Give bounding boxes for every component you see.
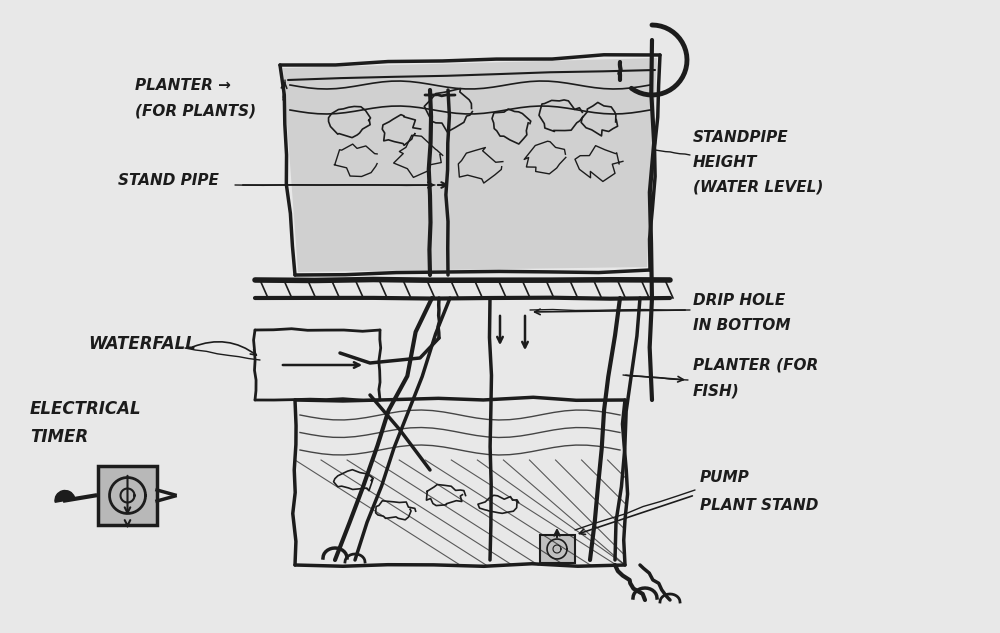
Text: STANDPIPE: STANDPIPE xyxy=(693,130,789,145)
Text: FISH): FISH) xyxy=(693,383,740,398)
Bar xyxy=(540,535,575,563)
Text: HEIGHT: HEIGHT xyxy=(693,155,757,170)
Text: (FOR PLANTS): (FOR PLANTS) xyxy=(135,103,256,118)
Text: DRIP HOLE: DRIP HOLE xyxy=(693,293,785,308)
Text: PLANTER →: PLANTER → xyxy=(135,78,231,93)
Text: PLANT STAND: PLANT STAND xyxy=(700,498,818,513)
Text: (WATER LEVEL): (WATER LEVEL) xyxy=(693,180,823,195)
FancyBboxPatch shape xyxy=(98,466,157,525)
Polygon shape xyxy=(283,58,657,272)
Text: TIMER: TIMER xyxy=(30,428,88,446)
Wedge shape xyxy=(55,491,74,502)
Text: PLANTER (FOR: PLANTER (FOR xyxy=(693,358,818,373)
Text: PUMP: PUMP xyxy=(700,470,750,485)
Text: ELECTRICAL: ELECTRICAL xyxy=(30,400,142,418)
Text: IN BOTTOM: IN BOTTOM xyxy=(693,318,790,333)
Text: STAND PIPE: STAND PIPE xyxy=(118,173,219,188)
Text: WATERFALL: WATERFALL xyxy=(88,335,196,353)
